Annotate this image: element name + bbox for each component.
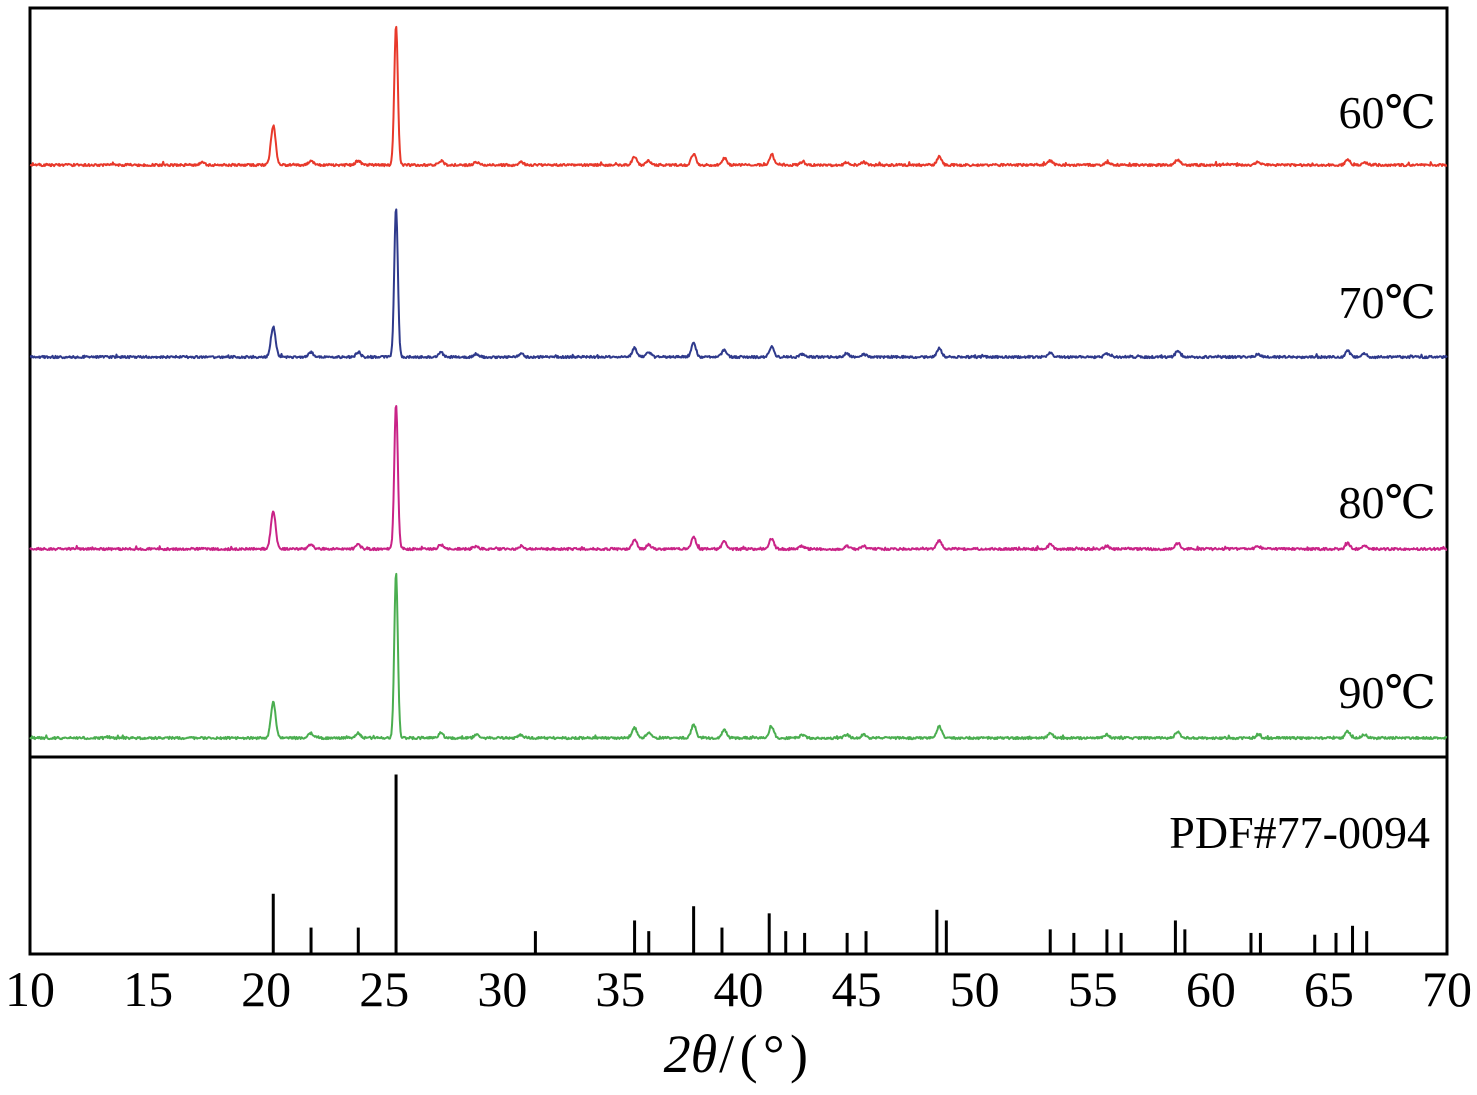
- x-tick-label: 60: [1186, 961, 1236, 1015]
- series-label-60c: 60℃: [1339, 87, 1436, 138]
- xrd-trace-90c: [29, 572, 1448, 741]
- series-label-90c: 90℃: [1339, 667, 1436, 718]
- series-label-80c: 80℃: [1339, 477, 1436, 528]
- xrd-trace-80c: [29, 405, 1448, 552]
- x-axis-label: 2θ/(°): [0, 1012, 1477, 1095]
- xrd-trace-70c: [29, 208, 1448, 360]
- x-tick-label: 30: [477, 961, 527, 1015]
- reference-label: PDF#77-0094: [1169, 807, 1430, 858]
- x-tick-label: 15: [123, 961, 173, 1015]
- xrd-chart: 60℃ 70℃ 80℃ 90℃ PDF#77-0094 10 15 20 25 30 35 40 45 5…: [5, 6, 1472, 1015]
- x-tick-label: 35: [595, 961, 645, 1015]
- bottom-panel-border: [28, 755, 1449, 956]
- top-panel-border: [28, 6, 1449, 759]
- x-tick-label: 50: [950, 961, 1000, 1015]
- x-axis-label-units: /(°): [719, 1023, 814, 1084]
- x-tick-label: 20: [241, 961, 291, 1015]
- x-tick-label: 55: [1068, 961, 1118, 1015]
- x-tick-label: 10: [5, 961, 55, 1015]
- xrd-trace-60c: [29, 25, 1448, 168]
- x-axis-label-theta: 2θ: [663, 1023, 718, 1084]
- x-tick-label: 65: [1304, 961, 1354, 1015]
- x-tick-label: 70: [1422, 961, 1472, 1015]
- x-tick-label: 40: [714, 961, 764, 1015]
- x-tick-label: 45: [832, 961, 882, 1015]
- x-tick-label: 25: [359, 961, 409, 1015]
- series-label-70c: 70℃: [1339, 277, 1436, 328]
